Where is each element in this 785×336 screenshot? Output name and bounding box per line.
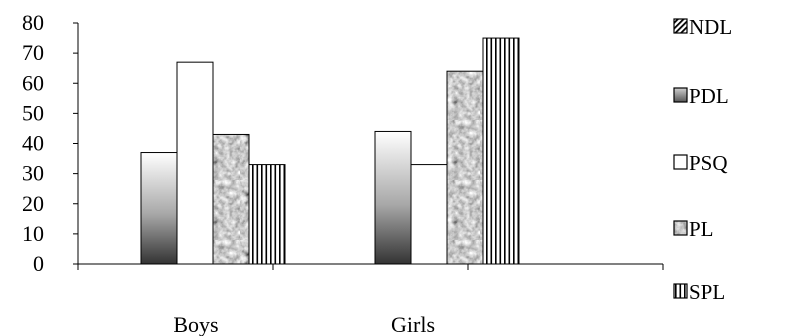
x-axis	[77, 263, 664, 270]
bar-pdl-girls	[374, 130, 412, 265]
y-tick-label: 70	[22, 40, 44, 65]
x-category-label: Girls	[391, 312, 435, 336]
y-tick-label: 60	[22, 70, 44, 95]
legend-label-ndl: NDL	[689, 15, 732, 39]
y-tick-label: 10	[22, 221, 44, 246]
bar-psq-boys	[176, 61, 214, 265]
y-tick-label: 20	[22, 191, 44, 216]
y-tick-label: 30	[22, 161, 44, 186]
y-tick-label: 50	[22, 100, 44, 125]
legend-swatch-pdl	[673, 87, 688, 103]
bar-pl-boys	[212, 133, 250, 265]
bar-pl-girls	[446, 70, 484, 265]
y-tick-label: 40	[22, 131, 44, 156]
y-tick-label: 0	[33, 251, 44, 276]
legend-label-psq: PSQ	[689, 151, 728, 175]
bar-pdl-boys	[140, 152, 178, 265]
category-labels: Boys Girls	[173, 312, 435, 336]
legend-label-pdl: PDL	[689, 84, 729, 108]
bar-psq-girls	[410, 164, 448, 265]
y-tick-label: 80	[22, 10, 44, 35]
legend-label-spl: SPL	[689, 280, 725, 304]
legend-label-pl: PL	[689, 217, 714, 241]
bar-spl-boys	[248, 164, 286, 265]
bars	[140, 37, 520, 265]
legend-swatch-psq	[673, 154, 688, 170]
legend-swatch-spl	[673, 283, 688, 299]
y-axis: 0 10 20 30 40 50 60 70 80	[22, 10, 79, 276]
legend-swatch-pl	[673, 220, 688, 236]
bar-spl-girls	[482, 37, 520, 265]
legend: NDL PDL PSQ PL SPL	[673, 15, 732, 304]
x-category-label: Boys	[173, 312, 218, 336]
legend-swatch-ndl	[673, 18, 688, 34]
